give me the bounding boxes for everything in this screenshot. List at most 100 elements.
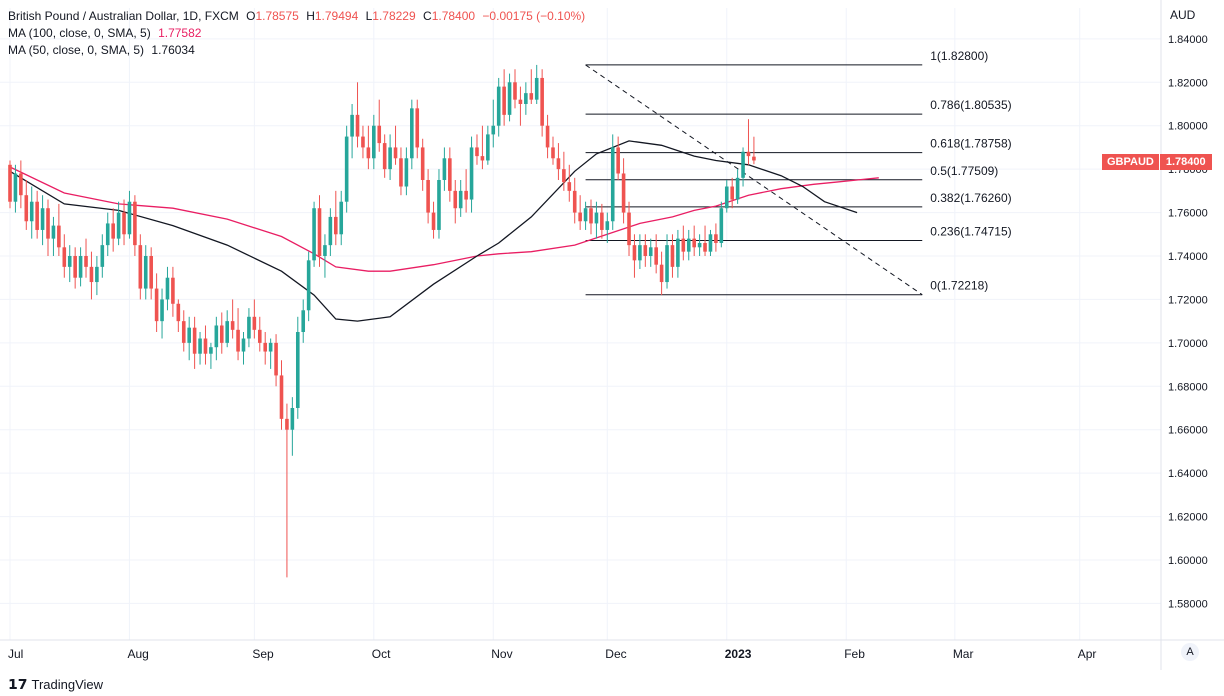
candle-body (643, 245, 648, 256)
candle-body (670, 245, 675, 267)
legend-ma100-row[interactable]: MA (100, close, 0, SMA, 5) 1.77582 (8, 25, 589, 42)
candle (724, 180, 729, 213)
candle-body (415, 108, 420, 148)
fib-level-label: 0.786(1.80535) (930, 98, 1011, 112)
candle-body (209, 347, 213, 354)
candle (241, 332, 246, 365)
candle (659, 251, 664, 296)
chart-legend: British Pound / Australian Dollar, 1D, F… (8, 8, 589, 59)
candle-body (665, 245, 669, 283)
candle (95, 256, 99, 296)
candle (404, 147, 409, 196)
x-tick-label: Oct (372, 647, 391, 661)
y-tick-label: 1.66000 (1168, 425, 1208, 437)
candle (268, 338, 273, 369)
candle (301, 299, 306, 343)
candle (399, 147, 403, 196)
candle-body (301, 310, 306, 332)
candle (605, 212, 610, 243)
candle (192, 316, 197, 369)
legend-ma50-row[interactable]: MA (50, close, 0, SMA, 5) 1.76034 (8, 42, 589, 59)
candle-body (149, 256, 153, 289)
candle-body (306, 260, 311, 311)
candle (654, 234, 658, 274)
legend-open: O1.78575 (246, 9, 299, 23)
candle-body (632, 245, 637, 261)
candle (665, 234, 669, 289)
candle (480, 125, 485, 170)
candle-body (138, 245, 143, 289)
y-tick-label: 1.84000 (1168, 34, 1208, 46)
candle (589, 199, 593, 235)
y-tick-label: 1.60000 (1168, 555, 1208, 567)
candle-body (393, 147, 398, 159)
x-tick-label: Apr (1078, 647, 1097, 661)
candle-body (719, 208, 724, 243)
y-tick-label: 1.82000 (1168, 77, 1208, 89)
candle (13, 164, 18, 213)
fib-level-label: 0.382(1.76260) (930, 191, 1011, 205)
candle (116, 201, 121, 246)
candle (692, 225, 696, 256)
candle (57, 203, 61, 256)
ma100-line (9, 166, 879, 272)
candle-body (230, 321, 235, 330)
legend-close: C1.78400 (423, 9, 476, 23)
candle-body (464, 190, 468, 200)
candle (393, 125, 398, 165)
fibonacci-retracement: 1(1.82800) 0.786(1.80535) 0.618(1.78758) 0.… (585, 49, 1012, 296)
candle (752, 136, 756, 165)
auto-scale-button[interactable]: A (1181, 643, 1199, 661)
candle (361, 125, 365, 159)
candle (491, 99, 496, 148)
grid-lines (0, 8, 1161, 640)
candle-body (600, 212, 604, 230)
candle-body (746, 151, 751, 157)
candle-body (57, 225, 61, 248)
y-tick-label: 1.58000 (1168, 598, 1208, 610)
candle (274, 334, 278, 387)
candle (437, 169, 441, 239)
candle-body (372, 125, 376, 159)
candle (518, 86, 523, 126)
candle-body (437, 180, 441, 230)
candle-body (252, 316, 257, 330)
candle (219, 312, 224, 354)
candle (540, 69, 544, 137)
candle-body (703, 242, 707, 252)
candle (165, 266, 170, 311)
candle-body (594, 212, 599, 224)
candle (578, 195, 582, 230)
candle (475, 134, 479, 165)
candle-body (399, 158, 403, 187)
candle-body (19, 173, 23, 196)
trend-line (585, 64, 923, 296)
candle-body (241, 338, 246, 352)
last-price-label: 1.78400 (1159, 154, 1212, 170)
currency-label: AUD (1170, 8, 1196, 22)
candle-body (589, 208, 593, 224)
candle-body (219, 325, 224, 343)
candle-body (741, 151, 745, 178)
candle-body (420, 147, 425, 180)
candle (741, 147, 745, 187)
tradingview-logo[interactable]: 𝟭𝟳 TradingView (8, 676, 103, 693)
candle (730, 177, 734, 209)
candle (502, 69, 506, 126)
candle-body (572, 190, 577, 213)
candle-body (176, 303, 181, 322)
candle (714, 223, 718, 252)
candle (230, 299, 235, 339)
candle (632, 234, 637, 278)
candle-body (116, 212, 121, 239)
candle-body (225, 321, 229, 343)
candle-body (84, 256, 88, 267)
candle (458, 180, 463, 217)
fib-level-label: 1(1.82800) (930, 49, 988, 63)
candle-body (692, 238, 696, 248)
candle-body (192, 327, 197, 354)
candle (8, 160, 12, 209)
candle-body (339, 201, 344, 235)
candle (442, 147, 447, 191)
